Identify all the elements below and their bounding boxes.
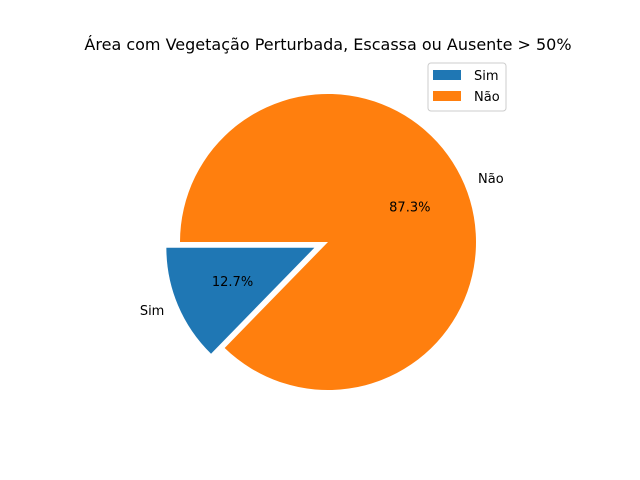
legend-label-nao: Não bbox=[474, 90, 500, 105]
pie-labels: Sim 12.7% Não 87.3% bbox=[140, 172, 504, 319]
slice-label-sim: Sim bbox=[140, 304, 165, 319]
legend-swatch-nao bbox=[433, 91, 461, 101]
pie-slice-nao bbox=[180, 93, 476, 390]
chart-title: Área com Vegetação Perturbada, Escassa o… bbox=[84, 35, 571, 54]
pie-slices bbox=[166, 93, 476, 390]
legend-swatch-sim bbox=[433, 70, 461, 80]
legend: Sim Não bbox=[427, 62, 507, 112]
pie-slice-sim bbox=[166, 247, 315, 354]
pct-label-sim: 12.7% bbox=[212, 275, 253, 290]
slice-label-nao: Não bbox=[478, 172, 504, 187]
pct-label-nao: 87.3% bbox=[389, 201, 430, 216]
legend-label-sim: Sim bbox=[474, 69, 499, 84]
